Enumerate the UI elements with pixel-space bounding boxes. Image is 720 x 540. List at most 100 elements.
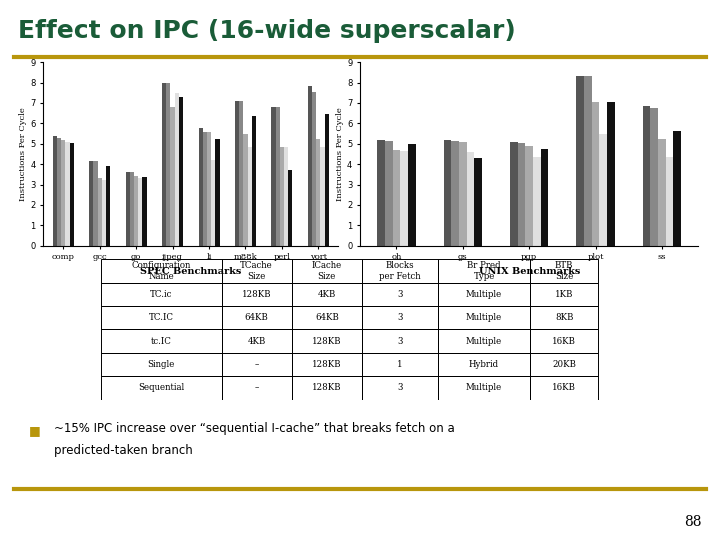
Bar [531, 329, 598, 353]
Text: tc.IC: tc.IC [150, 336, 171, 346]
Text: 88: 88 [685, 515, 702, 529]
Bar [362, 353, 438, 376]
Bar [292, 329, 362, 353]
Text: Multiple: Multiple [466, 313, 503, 322]
Text: Effect on IPC (16-wide superscalar): Effect on IPC (16-wide superscalar) [18, 19, 516, 43]
Text: 128KB: 128KB [312, 383, 341, 393]
Bar [57, 138, 61, 246]
Bar [292, 376, 362, 400]
Bar [284, 147, 288, 246]
Bar [531, 282, 598, 306]
Bar [531, 306, 598, 329]
Bar [138, 178, 143, 246]
Text: –: – [254, 383, 258, 393]
Bar [362, 329, 438, 353]
Bar [102, 180, 106, 246]
Bar [175, 93, 179, 246]
Bar [526, 146, 533, 246]
Text: TCache
Size: TCache Size [240, 261, 273, 281]
Bar [222, 282, 292, 306]
Bar [288, 170, 292, 246]
Text: 3: 3 [397, 336, 402, 346]
Bar [66, 141, 70, 246]
Text: 1KB: 1KB [555, 290, 573, 299]
Bar [312, 92, 316, 246]
Bar [408, 144, 415, 246]
Text: Multiple: Multiple [466, 290, 503, 299]
X-axis label: SPEC Benchmarks: SPEC Benchmarks [140, 267, 241, 276]
Text: Single: Single [148, 360, 175, 369]
Bar [377, 140, 385, 246]
Bar [166, 83, 171, 246]
Bar [362, 259, 438, 282]
Text: 3: 3 [397, 313, 402, 322]
Text: 16KB: 16KB [552, 336, 576, 346]
Bar [94, 161, 98, 246]
Bar [106, 166, 110, 246]
Bar [101, 353, 222, 376]
Y-axis label: Instructions Per Cycle: Instructions Per Cycle [19, 107, 27, 201]
Bar [658, 139, 666, 246]
Y-axis label: Instructions Per Cycle: Instructions Per Cycle [336, 107, 344, 201]
Bar [577, 76, 584, 246]
Bar [222, 329, 292, 353]
Bar [438, 259, 531, 282]
Bar [666, 157, 673, 246]
Bar [101, 259, 222, 282]
Text: Multiple: Multiple [466, 336, 503, 346]
Text: Br Pred
Type: Br Pred Type [467, 261, 501, 281]
Bar [101, 329, 222, 353]
Bar [599, 133, 607, 246]
Text: ~15% IPC increase over “sequential I-cache” that breaks fetch on a: ~15% IPC increase over “sequential I-cac… [54, 422, 455, 435]
Bar [207, 132, 211, 246]
Text: ■: ■ [29, 424, 40, 437]
Bar [162, 83, 166, 246]
Bar [438, 376, 531, 400]
Bar [239, 101, 243, 246]
Bar [385, 140, 392, 246]
Bar [518, 143, 526, 246]
Bar [222, 353, 292, 376]
Bar [438, 353, 531, 376]
Text: 128KB: 128KB [312, 360, 341, 369]
Text: 128KB: 128KB [242, 290, 271, 299]
Bar [438, 282, 531, 306]
Text: predicted-taken branch: predicted-taken branch [54, 444, 193, 457]
Text: Sequential: Sequential [138, 383, 184, 393]
Bar [101, 306, 222, 329]
Bar [467, 152, 474, 246]
Bar [292, 353, 362, 376]
Bar [215, 139, 220, 246]
Bar [584, 76, 592, 246]
Bar [143, 177, 147, 246]
X-axis label: UNIX Benchmarks: UNIX Benchmarks [479, 267, 580, 276]
Bar [451, 140, 459, 246]
Bar [392, 150, 400, 246]
Text: 64KB: 64KB [315, 313, 338, 322]
Bar [276, 107, 280, 246]
Bar [531, 259, 598, 282]
Bar [179, 97, 183, 246]
Text: 20KB: 20KB [552, 360, 576, 369]
Text: BTB
Size: BTB Size [555, 261, 573, 281]
Text: 1: 1 [397, 360, 402, 369]
Bar [101, 282, 222, 306]
Bar [130, 172, 134, 246]
Bar [541, 149, 548, 246]
Text: 8KB: 8KB [555, 313, 573, 322]
Bar [316, 139, 320, 246]
Bar [211, 160, 215, 246]
Bar [643, 106, 650, 246]
Bar [171, 107, 175, 246]
Text: TC.IC: TC.IC [148, 313, 174, 322]
Bar [248, 147, 252, 246]
Bar [531, 353, 598, 376]
Text: ICache
Size: ICache Size [312, 261, 342, 281]
Bar [292, 306, 362, 329]
Bar [510, 141, 518, 246]
Bar [320, 147, 325, 246]
Text: 64KB: 64KB [245, 313, 269, 322]
Text: Hybrid: Hybrid [469, 360, 499, 369]
Bar [650, 108, 658, 246]
Text: 4KB: 4KB [248, 336, 266, 346]
